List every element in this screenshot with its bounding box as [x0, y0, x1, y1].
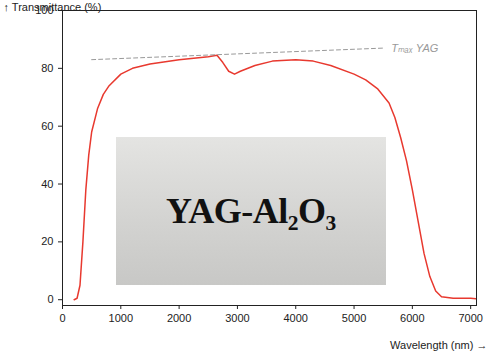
svg-text:60: 60 [41, 120, 53, 132]
svg-text:0: 0 [47, 293, 53, 305]
svg-text:↑ Transmittance (%): ↑ Transmittance (%) [4, 1, 102, 13]
svg-text:0: 0 [59, 312, 65, 324]
svg-text:80: 80 [41, 62, 53, 74]
svg-text:2000: 2000 [167, 312, 191, 324]
svg-text:1000: 1000 [109, 312, 133, 324]
svg-text:7000: 7000 [458, 312, 482, 324]
svg-text:4000: 4000 [283, 312, 307, 324]
svg-text:Tₘₐₓ YAG: Tₘₐₓ YAG [391, 42, 439, 54]
svg-text:Wavelength (nm) →: Wavelength (nm) → [390, 339, 487, 351]
svg-text:5000: 5000 [342, 312, 366, 324]
svg-text:20: 20 [41, 235, 53, 247]
svg-text:3000: 3000 [225, 312, 249, 324]
html-text:YAG-Al₂O₃: YAG-Al₂O₃ [166, 191, 336, 231]
svg-text:6000: 6000 [400, 312, 424, 324]
svg-text:40: 40 [41, 178, 53, 190]
